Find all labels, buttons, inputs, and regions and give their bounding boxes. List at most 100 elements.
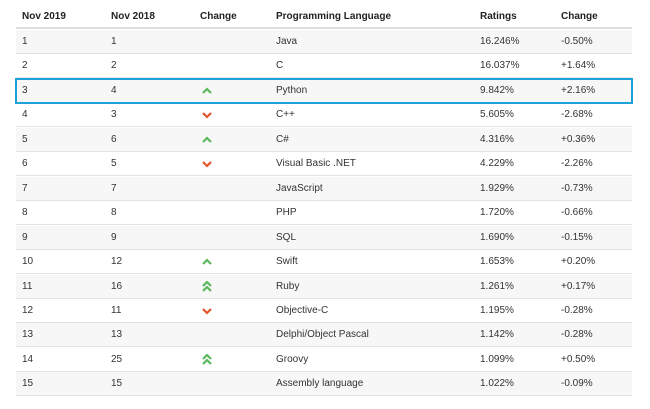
- rank-2019: 13: [22, 329, 34, 341]
- change: +2.16%: [561, 84, 596, 96]
- rating: 5.605%: [480, 109, 514, 121]
- header-cell: Change: [561, 11, 598, 22]
- double-up-icon: [202, 353, 212, 365]
- rank-2019: 1: [22, 36, 28, 47]
- rating: 9.842%: [480, 84, 514, 96]
- language: JavaScript: [276, 182, 323, 194]
- change: +1.64%: [561, 60, 596, 72]
- rank-2019: 12: [22, 304, 34, 316]
- rating: 1.099%: [480, 353, 514, 365]
- table-row: 14 25 Groovy 1.099% +0.50%: [16, 348, 632, 372]
- down-icon: [202, 112, 212, 119]
- language: C: [276, 60, 284, 72]
- rank-2019: 11: [22, 280, 33, 292]
- language: SQL: [276, 231, 297, 243]
- up-icon: [202, 258, 212, 265]
- rank-2018: 13: [111, 329, 123, 341]
- table-row: 10 12 Swift 1.653% +0.20%: [16, 250, 632, 275]
- rank-2018: 4: [111, 84, 117, 96]
- header-cell: Change: [200, 11, 237, 22]
- rank-2018: 11: [111, 304, 122, 316]
- header-row: Nov 2019 Nov 2018 Change Programming Langua…: [16, 5, 632, 29]
- table-row: 7 7 JavaScript 1.929% -0.73%: [16, 176, 632, 201]
- rating: 1.720%: [480, 207, 514, 219]
- language: Python: [276, 84, 308, 96]
- table-row: 12 11 Objective-C 1.195% -0.28%: [16, 299, 632, 323]
- down-icon: [202, 161, 212, 168]
- table-row: 9 9 SQL 1.690% -0.15%: [16, 225, 632, 250]
- rank-2018: 25: [111, 353, 123, 365]
- table-row: 5 6 C# 4.316% +0.36%: [16, 127, 632, 152]
- change: +0.20%: [561, 256, 596, 268]
- rank-2019: 14: [22, 353, 34, 365]
- change: -0.28%: [561, 304, 593, 316]
- rating: 1.195%: [480, 304, 514, 316]
- rank-2018: 2: [111, 60, 117, 72]
- table-row: 3 4 Python 9.842% +2.16%: [15, 77, 633, 104]
- language: Swift: [276, 256, 298, 268]
- change: +0.36%: [561, 133, 596, 145]
- rank-2019: 10: [22, 256, 34, 268]
- table-row: 1 1 Java 16.246% -0.50%: [16, 30, 632, 54]
- language: Ruby: [276, 280, 300, 292]
- rank-2019: 9: [22, 231, 28, 243]
- language: PHP: [276, 207, 297, 219]
- change: -0.50%: [561, 36, 593, 47]
- down-icon: [202, 308, 212, 315]
- language: Visual Basic .NET: [276, 158, 356, 170]
- rank-2018: 8: [111, 207, 117, 219]
- change: -0.09%: [561, 378, 593, 390]
- rating: 1.022%: [480, 378, 514, 390]
- double-up-icon: [202, 280, 212, 292]
- rank-2018: 3: [111, 109, 117, 121]
- rank-2019: 6: [22, 158, 28, 170]
- table-row: 6 5 Visual Basic .NET 4.229% -2.26%: [16, 152, 632, 177]
- change: +0.50%: [561, 353, 596, 365]
- language: Groovy: [276, 353, 309, 365]
- rank-2018: 16: [111, 280, 123, 292]
- rating: 1.653%: [480, 256, 514, 268]
- rating: 4.316%: [480, 133, 514, 145]
- change: -0.66%: [561, 207, 593, 219]
- rank-2019: 2: [22, 60, 28, 72]
- rating: 1.261%: [480, 280, 514, 292]
- header-cell: Ratings: [480, 11, 517, 22]
- change: -2.68%: [561, 109, 593, 121]
- rank-2018: 5: [111, 158, 117, 170]
- rank-2018: 6: [111, 133, 117, 145]
- change: -0.28%: [561, 329, 593, 341]
- table-row: 13 13 Delphi/Object Pascal 1.142% -0.28%: [16, 323, 632, 348]
- rank-2019: 15: [22, 378, 34, 390]
- table-row: 8 8 PHP 1.720% -0.66%: [16, 201, 632, 226]
- rank-2018: 1: [111, 36, 117, 47]
- table-row: 15 15 Assembly language 1.022% -0.09%: [16, 372, 632, 397]
- header-cell: Nov 2018: [111, 11, 155, 22]
- language: C++: [276, 109, 295, 121]
- change: -0.15%: [561, 231, 593, 243]
- rating: 1.142%: [480, 329, 514, 341]
- header-cell: Nov 2019: [22, 11, 66, 22]
- change: -0.73%: [561, 182, 593, 194]
- table-row: 4 3 C++ 5.605% -2.68%: [16, 103, 632, 128]
- header-cell: Programming Language: [276, 11, 392, 22]
- rating: 4.229%: [480, 158, 514, 170]
- change: -2.26%: [561, 158, 593, 170]
- table-row: 2 2 C 16.037% +1.64%: [16, 54, 632, 79]
- rating: 16.037%: [480, 60, 520, 72]
- rank-2019: 5: [22, 133, 28, 145]
- rank-2018: 12: [111, 256, 123, 268]
- change: +0.17%: [561, 280, 596, 292]
- up-icon: [202, 87, 212, 94]
- language: Assembly language: [276, 378, 364, 390]
- rating: 16.246%: [480, 36, 520, 47]
- rank-2018: 9: [111, 231, 117, 243]
- rank-2018: 15: [111, 378, 123, 390]
- rank-2019: 8: [22, 207, 28, 219]
- rating: 1.690%: [480, 231, 514, 243]
- language: Delphi/Object Pascal: [276, 329, 369, 341]
- up-icon: [202, 136, 212, 143]
- rank-2019: 3: [22, 84, 28, 96]
- rank-2019: 7: [22, 182, 28, 194]
- rank-2019: 4: [22, 109, 28, 121]
